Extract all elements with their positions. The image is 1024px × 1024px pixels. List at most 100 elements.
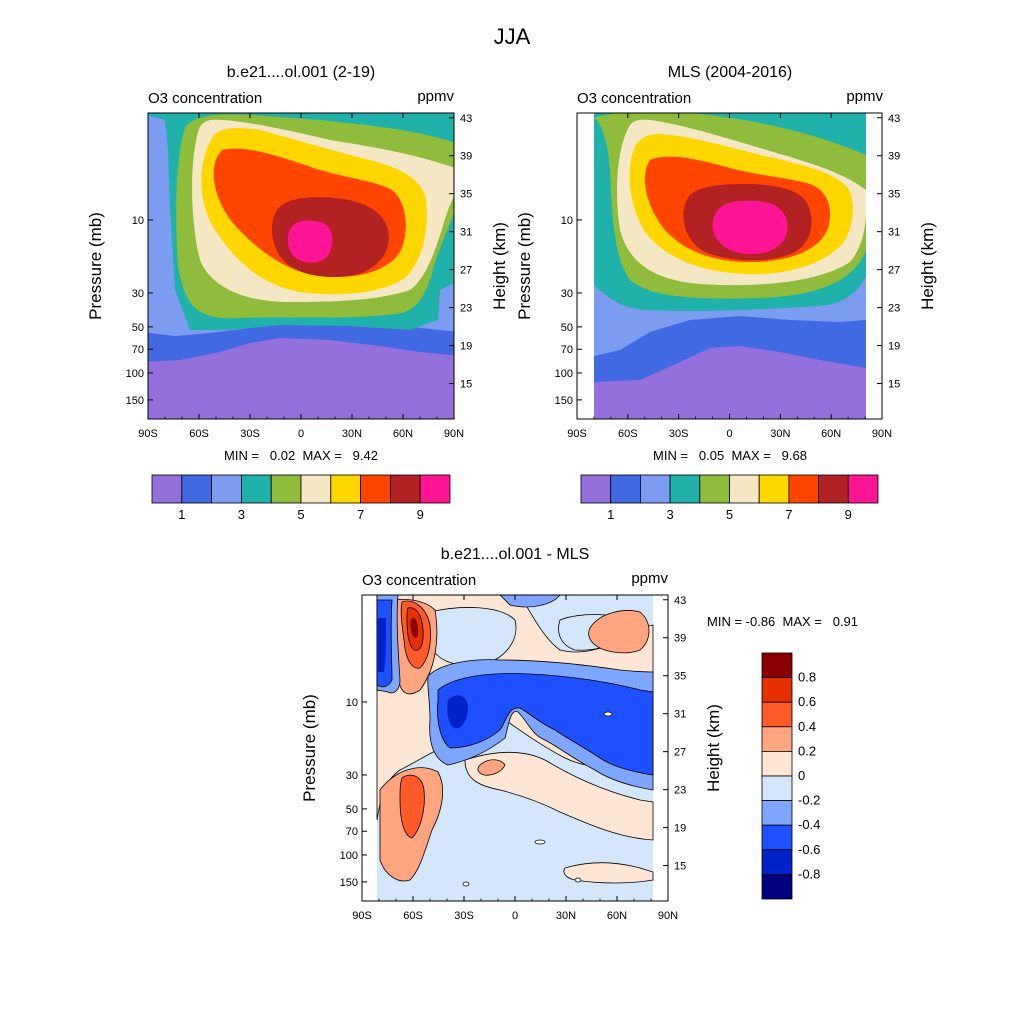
y2-tick-label: 27 xyxy=(460,265,472,277)
colorbar-label: -0.8 xyxy=(798,866,820,881)
y2-tick-label: 39 xyxy=(460,151,472,163)
x-tick-label: 30N xyxy=(342,428,362,440)
colorbar-swatch xyxy=(758,474,790,504)
colorbar-label: 1 xyxy=(178,507,185,522)
y2-axis-label: Height (km) xyxy=(490,222,509,310)
y-tick-label: 50 xyxy=(346,804,358,816)
colorbar-swatch xyxy=(610,474,641,504)
x-tick-label: 60S xyxy=(403,910,423,922)
y-tick-label: 50 xyxy=(132,322,144,334)
x-tick-label: 90N xyxy=(658,910,678,922)
y-axis-label: Pressure (mb) xyxy=(300,694,319,802)
x-tick-label: 60N xyxy=(821,428,841,440)
y2-tick-label: 23 xyxy=(674,785,686,797)
colorbar-swatch xyxy=(761,751,793,777)
y-tick-label: 150 xyxy=(126,395,144,407)
colorbar-swatch xyxy=(761,775,793,802)
negative-anomaly xyxy=(377,618,468,729)
colorbar-swatch xyxy=(360,474,391,504)
y2-tick-label: 19 xyxy=(888,341,900,353)
colorbar-swatch xyxy=(847,474,879,504)
y-tick-label: 70 xyxy=(132,344,144,356)
y2-tick-label: 39 xyxy=(674,633,686,645)
x-tick-label: 60N xyxy=(607,910,627,922)
y2-tick-label: 43 xyxy=(460,113,472,125)
colorbar-difference: 0.8 0.6 0.4 0.2 0 -0.2 -0.4 -0.6 -0.8 xyxy=(761,652,820,900)
colorbar-swatch xyxy=(761,701,793,728)
x-tick-label: 30S xyxy=(240,428,260,440)
axes: 90S 60S 30S 0 30N 60N 90N 10 30 50 70 100 150 43 39 35 3… xyxy=(555,113,901,440)
y-tick-label: 100 xyxy=(340,850,358,862)
colorbar-swatch xyxy=(151,474,183,504)
colorbar-label: -0.4 xyxy=(798,817,820,832)
y2-tick-label: 31 xyxy=(674,709,686,721)
y2-tick-label: 43 xyxy=(888,113,900,125)
y2-tick-label: 15 xyxy=(674,861,686,873)
y2-tick-label: 31 xyxy=(888,227,900,239)
y2-tick-label: 35 xyxy=(674,671,686,683)
colorbar-swatch xyxy=(330,474,361,504)
x-tick-label: 60S xyxy=(189,428,209,440)
colorbar-swatch xyxy=(240,474,272,504)
y-tick-label: 100 xyxy=(126,368,144,380)
min-max-stats: MIN = -0.86 MAX = 0.91 xyxy=(707,614,858,629)
x-tick-label: 30S xyxy=(669,428,689,440)
colorbar-swatch xyxy=(818,474,849,504)
panel-left-label: O3 concentration xyxy=(362,572,476,589)
x-tick-label: 60S xyxy=(618,428,638,440)
x-tick-label: 60N xyxy=(393,428,413,440)
panel-left-label: O3 concentration xyxy=(577,90,691,107)
panel-units-label: ppmv xyxy=(417,88,454,105)
contour-field xyxy=(362,595,668,901)
y2-tick-label: 19 xyxy=(674,823,686,835)
panel-observations: MLS (2004-2016) O3 concentration ppmv 90… xyxy=(515,64,937,463)
colorbar-label: 9 xyxy=(845,507,852,522)
colorbar-label: 5 xyxy=(726,507,733,522)
colorbar-label: 7 xyxy=(357,507,364,522)
y2-axis-label: Height (km) xyxy=(918,222,937,310)
y2-tick-label: 23 xyxy=(888,303,900,315)
colorbar-label: 5 xyxy=(297,507,304,522)
y-tick-label: 150 xyxy=(340,877,358,889)
colorbar-swatch xyxy=(389,474,421,504)
y2-tick-label: 15 xyxy=(460,379,472,391)
colorbar-swatch xyxy=(181,474,213,504)
colorbar-label: 7 xyxy=(785,507,792,522)
y-tick-label: 30 xyxy=(132,288,144,300)
positive-anomaly xyxy=(410,617,419,638)
panel-left-label: O3 concentration xyxy=(148,90,262,107)
colorbar-swatch xyxy=(669,474,701,504)
x-tick-label: 90N xyxy=(444,428,464,440)
colorbar-swatch xyxy=(270,474,302,504)
colorbar-label: 0.8 xyxy=(798,670,816,685)
y-tick-label: 10 xyxy=(132,215,144,227)
colorbar-label: 3 xyxy=(238,507,245,522)
colorbar-label: 0 xyxy=(798,768,805,783)
colorbar-swatch xyxy=(761,677,793,703)
axes: 90S 60S 30S 0 30N 60N 90N 10 30 50 70 100 150 43 39 35 3… xyxy=(340,595,687,922)
colorbar-swatch xyxy=(640,474,671,504)
y2-tick-label: 43 xyxy=(674,595,686,607)
colorbar-label: -0.2 xyxy=(798,793,820,808)
y2-axis-label: Height (km) xyxy=(704,704,723,792)
x-tick-label: 90S xyxy=(352,910,372,922)
y2-tick-label: 27 xyxy=(888,265,900,277)
x-tick-label: 30N xyxy=(770,428,790,440)
panel-difference: b.e21....ol.001 - MLS O3 concentration p… xyxy=(300,546,858,922)
y-tick-label: 10 xyxy=(346,697,358,709)
colorbar-swatch xyxy=(761,849,793,875)
y-tick-label: 70 xyxy=(561,344,573,356)
panel-title: b.e21....ol.001 (2-19) xyxy=(227,64,376,81)
contour-marker xyxy=(462,711,613,887)
y-tick-label: 70 xyxy=(346,826,358,838)
x-tick-label: 0 xyxy=(726,428,732,440)
panel-units-label: ppmv xyxy=(846,88,883,105)
colorbar-label: 0.2 xyxy=(798,743,816,758)
colorbar-label: 9 xyxy=(417,507,424,522)
x-tick-label: 0 xyxy=(298,428,304,440)
colorbar-observations: 1 3 5 7 9 xyxy=(580,474,879,522)
y-axis-label: Pressure (mb) xyxy=(515,212,534,320)
contour-field xyxy=(148,113,454,419)
y-tick-label: 30 xyxy=(346,770,358,782)
y-tick-label: 30 xyxy=(561,288,573,300)
